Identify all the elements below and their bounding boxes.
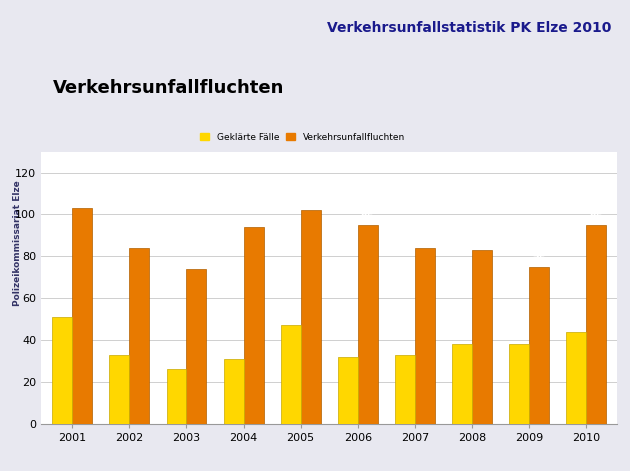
- Text: 51: 51: [55, 305, 69, 315]
- Text: 75: 75: [532, 255, 546, 265]
- Bar: [186, 269, 207, 424]
- Bar: [52, 317, 72, 424]
- Text: 94: 94: [247, 215, 260, 225]
- Bar: [129, 248, 149, 424]
- Bar: [358, 225, 378, 424]
- Text: 74: 74: [190, 257, 203, 267]
- Text: 33: 33: [113, 343, 126, 353]
- Text: 102: 102: [301, 198, 321, 208]
- Bar: [244, 227, 263, 424]
- Bar: [110, 355, 129, 424]
- Text: Verkehrsunfallstatistik PK Elze 2010: Verkehrsunfallstatistik PK Elze 2010: [327, 22, 611, 35]
- Text: 84: 84: [132, 236, 146, 246]
- Text: 44: 44: [570, 320, 583, 330]
- Bar: [301, 210, 321, 424]
- Text: Verkehrsunfallfluchten: Verkehrsunfallfluchten: [52, 79, 284, 97]
- Bar: [529, 267, 549, 424]
- Text: 31: 31: [227, 347, 240, 357]
- Text: 38: 38: [512, 332, 526, 342]
- Text: 26: 26: [169, 357, 183, 367]
- Legend: Geklärte Fälle, Verkehrsunfallfluchten: Geklärte Fälle, Verkehrsunfallfluchten: [200, 133, 405, 142]
- Text: 33: 33: [398, 343, 411, 353]
- Bar: [566, 332, 586, 424]
- Bar: [509, 344, 529, 424]
- Bar: [338, 357, 358, 424]
- Text: 47: 47: [284, 313, 297, 324]
- Bar: [452, 344, 472, 424]
- Text: 84: 84: [418, 236, 432, 246]
- Text: 95: 95: [589, 213, 603, 223]
- Text: 32: 32: [341, 345, 355, 355]
- Bar: [395, 355, 415, 424]
- Text: Polizeikommissariat Elze: Polizeikommissariat Elze: [13, 181, 22, 307]
- Bar: [472, 250, 492, 424]
- Text: 103: 103: [72, 196, 93, 206]
- Bar: [415, 248, 435, 424]
- Bar: [224, 359, 244, 424]
- Text: 95: 95: [361, 213, 374, 223]
- Text: 83: 83: [475, 238, 489, 248]
- Bar: [280, 325, 301, 424]
- Bar: [166, 369, 186, 424]
- Bar: [72, 208, 93, 424]
- Text: 38: 38: [455, 332, 469, 342]
- Bar: [586, 225, 606, 424]
